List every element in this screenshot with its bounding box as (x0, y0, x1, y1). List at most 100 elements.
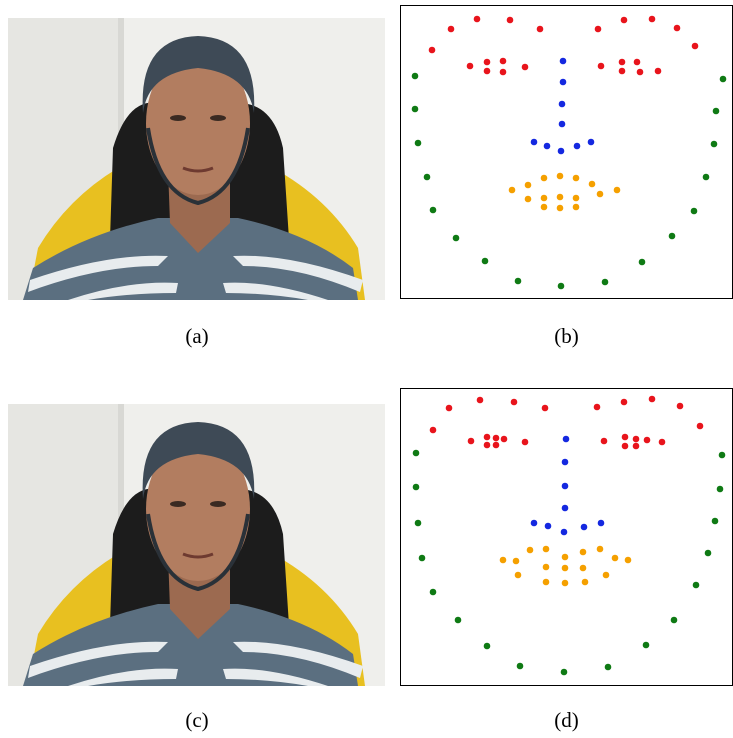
landmark-point (513, 558, 520, 565)
landmark-point (574, 143, 581, 150)
landmark-point (515, 278, 522, 285)
landmark-point (560, 79, 567, 86)
landmark-point (415, 520, 422, 527)
landmark-point (693, 582, 700, 589)
landmark-point (713, 108, 720, 115)
landmark-point (601, 438, 608, 445)
landmark-point (484, 59, 491, 66)
landmark-point (544, 143, 551, 150)
landmark-point (446, 405, 453, 412)
landmark-point (527, 547, 534, 554)
landmark-point (558, 283, 565, 290)
landmark-point (531, 139, 538, 146)
landmark-point (677, 403, 684, 410)
landmark-point (543, 564, 550, 571)
landmark-point (468, 438, 475, 445)
landmark-point (692, 43, 699, 50)
landmark-point (525, 196, 532, 203)
plot-frame (401, 6, 733, 299)
landmark-point (543, 546, 550, 553)
landmark-point (655, 68, 662, 75)
landmark-point (597, 546, 604, 553)
landmark-point (429, 47, 436, 54)
landmark-point (625, 557, 632, 564)
landmark-point (474, 16, 481, 23)
landmark-point (515, 572, 522, 579)
figure: (a) (c) (b)(d) (0, 0, 733, 738)
landmark-point (563, 436, 570, 443)
caption: (b) (554, 324, 579, 348)
landmark-point (633, 436, 640, 443)
landmark-point (453, 235, 460, 242)
landmark-point (619, 68, 626, 75)
landmark-point (482, 258, 489, 265)
photo (8, 404, 385, 686)
landmark-point (643, 642, 650, 649)
landmark-point (562, 483, 569, 490)
landmark-point (562, 505, 569, 512)
landmark-point (541, 204, 548, 211)
landmark-point (573, 204, 580, 211)
landmark-point (588, 139, 595, 146)
landmark-point (705, 550, 712, 557)
landmark-point (545, 523, 552, 530)
landmark-point (589, 181, 596, 188)
landmark-point (415, 140, 422, 147)
landmark-point (719, 452, 726, 459)
plot-frame (401, 389, 733, 686)
landmark-point (573, 195, 580, 202)
landmark-point (594, 404, 601, 411)
landmark-point (582, 579, 589, 586)
landmark-point (562, 580, 569, 587)
landmark-point (557, 194, 564, 201)
landmark-point (711, 141, 718, 148)
landmark-point (598, 63, 605, 70)
landmark-point (712, 518, 719, 525)
landmark-point (413, 450, 420, 457)
landmark-point (541, 195, 548, 202)
landmark-point (522, 64, 529, 71)
landmark-point (558, 148, 565, 155)
landmark-point (602, 279, 609, 286)
landmark-point (413, 484, 420, 491)
landmark-point (562, 459, 569, 466)
landmark-point (581, 524, 588, 531)
landmark-point (633, 443, 640, 450)
landmark-point (511, 399, 518, 406)
landmark-point (430, 589, 437, 596)
landmark-point (603, 572, 610, 579)
landmark-point (560, 58, 567, 65)
landmark-point (561, 529, 568, 536)
landmark-point (697, 423, 704, 430)
landmark-point (598, 520, 605, 527)
landmark-point (597, 191, 604, 198)
landmark-point (717, 486, 724, 493)
landmark-point (605, 664, 612, 671)
caption: (a) (185, 324, 208, 348)
landmark-point (621, 399, 628, 406)
landmark-point (639, 259, 646, 266)
landmark-point (477, 397, 484, 404)
landmark-point (561, 669, 568, 676)
landmark-point (531, 520, 538, 527)
landmark-point (614, 187, 621, 194)
landmark-point (580, 565, 587, 572)
caption: (d) (554, 708, 579, 732)
landmark-point (703, 174, 710, 181)
landmark-point (522, 439, 529, 446)
landmark-point (517, 663, 524, 670)
landmark-point (557, 205, 564, 212)
landmark-point (537, 26, 544, 33)
landmark-point (430, 427, 437, 434)
landmark-point (621, 17, 628, 24)
landmark-point (525, 182, 532, 189)
landmark-point (669, 233, 676, 240)
landmark-point (671, 617, 678, 624)
landmark-point (674, 25, 681, 32)
landmark-point (493, 435, 500, 442)
landmark-point (484, 643, 491, 650)
landmark-point (500, 58, 507, 65)
landmark-point (644, 437, 651, 444)
landmark-point (484, 68, 491, 75)
photo (8, 18, 385, 300)
